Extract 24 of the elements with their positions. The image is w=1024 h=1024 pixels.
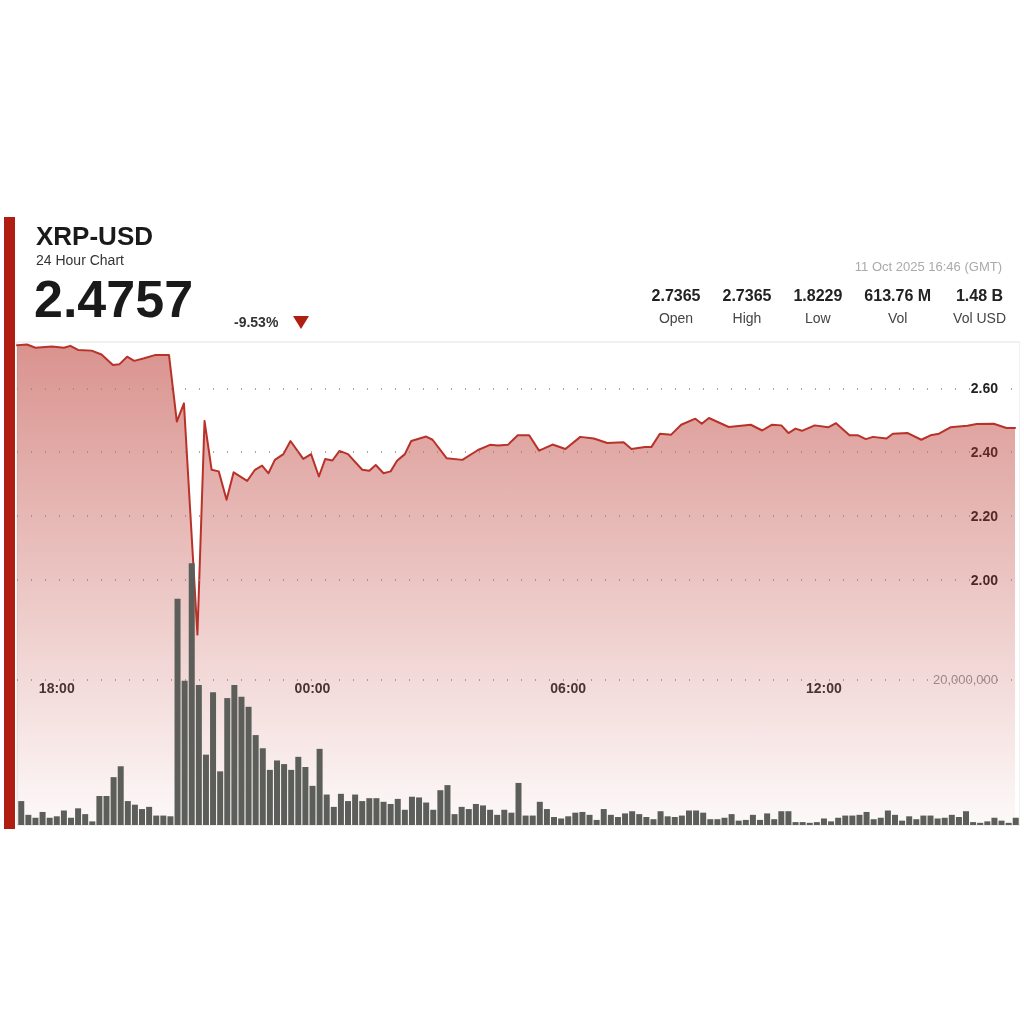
y-tick-label: 2.60 <box>970 380 999 397</box>
chart-subtitle: 24 Hour Chart <box>36 252 124 268</box>
text: Vol <box>887 310 909 326</box>
text: Vol USD <box>953 310 1006 326</box>
y-tick-label: 2.40 <box>970 444 999 461</box>
text: 2.7365 <box>722 287 772 305</box>
text: 613.76 M <box>864 287 932 305</box>
text: 2.4757 <box>34 269 194 329</box>
x-tick-label: 18:00 <box>38 680 75 696</box>
text: 1.48 B <box>954 287 1005 305</box>
text: Low <box>804 310 832 326</box>
text: High <box>731 310 763 326</box>
y-tick-label: 2.00 <box>970 571 999 588</box>
text: -9.53% <box>234 314 279 330</box>
text: Open <box>657 310 695 326</box>
x-tick-label: 06:00 <box>550 680 587 696</box>
x-tick-label: 12:00 <box>806 680 843 696</box>
y2-tick-label: 20,000,000 <box>932 672 998 688</box>
x-tick-label: 00:00 <box>294 680 331 696</box>
text: 1.8229 <box>793 287 843 305</box>
text: 11 Oct 2025 16:46 (GMT) <box>854 259 1002 274</box>
text: 2.7365 <box>651 287 701 305</box>
chart-title: XRP-USD <box>36 221 154 252</box>
y-tick-label: 2.20 <box>970 508 999 525</box>
